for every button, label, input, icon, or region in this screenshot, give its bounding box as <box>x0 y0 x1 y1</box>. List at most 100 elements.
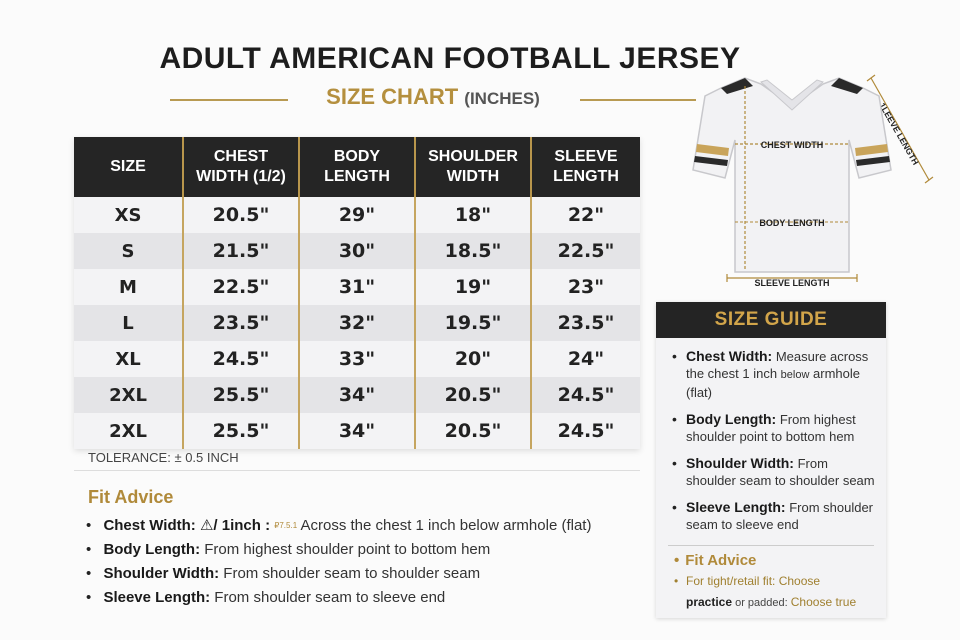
header-label: SHOULDER <box>428 148 518 165</box>
sleeve-cell: 23" <box>531 269 640 305</box>
sleeve-side-arrow <box>870 77 930 181</box>
shoulder-cell: 20.5" <box>415 413 532 449</box>
shoulder-cell: 18.5" <box>415 233 532 269</box>
fit-tiny-note: ₽7.5.1 <box>274 521 298 531</box>
guide-text-end: armhole (flat) <box>686 366 860 400</box>
sleeve-cell: 24.5" <box>531 377 640 413</box>
body-cell: 32" <box>299 305 416 341</box>
sleeve-cell: 22" <box>531 197 640 233</box>
shoulder-stripe-left <box>721 78 753 94</box>
header-label: SIZE <box>110 158 146 175</box>
list-item: Shoulder Width: From shoulder seam to sh… <box>668 455 876 489</box>
list-item: Chest Width: Measure across the chest 1 … <box>668 348 876 401</box>
fit-text: From shoulder seam to shoulder seam <box>219 565 481 582</box>
list-item: Sleeve Length: From shoulder seam to sle… <box>668 499 876 533</box>
fit-text: Across the chest 1 inch below armhole (f… <box>297 517 592 534</box>
guide-label: Shoulder Width: <box>686 455 794 471</box>
table-row: S 21.5" 30" 18.5" 22.5" <box>74 233 640 269</box>
shoulder-cell: 19.5" <box>415 305 532 341</box>
header-label: LENGTH <box>553 168 619 185</box>
column-header-chest: CHEST WIDTH (1/2) <box>183 137 300 197</box>
table-row: XL 24.5" 33" 20" 24" <box>74 341 640 377</box>
subtitle-text: SIZE CHART <box>326 84 459 109</box>
chest-cell: 21.5" <box>183 233 300 269</box>
table-row: XS 20.5" 29" 18" 22" <box>74 197 640 233</box>
guide-divider <box>668 545 874 546</box>
guide-label: Chest Width: <box>686 348 773 364</box>
body-cell: 29" <box>299 197 416 233</box>
sleeve-cell: 22.5" <box>531 233 640 269</box>
subtitle-unit: (INCHES) <box>464 89 540 108</box>
list-item: Sleeve Length: From shoulder seam to sle… <box>86 586 666 610</box>
guide-fit-line1: For tight/retail fit: Choose <box>674 573 886 590</box>
size-guide-list: Chest Width: Measure across the chest 1 … <box>656 348 886 533</box>
body-length-label: BODY LENGTH <box>759 218 824 228</box>
table-row: M 22.5" 31" 19" 23" <box>74 269 640 305</box>
header-label: CHEST <box>213 148 269 165</box>
size-chart-table: SIZE CHEST WIDTH (1/2) BODY LENGTH SHOUL… <box>74 137 640 449</box>
shoulder-cell: 20" <box>415 341 532 377</box>
jersey-illustration: 1LEEVE LENGTH CHEST WIDTH BODY LENGTH SL… <box>692 74 934 288</box>
chest-cell: 25.5" <box>183 377 300 413</box>
fit-advice-list: Chest Width: ⚠/ 1inch : ₽7.5.1 Across th… <box>86 514 666 610</box>
guide-label: Body Length: <box>686 411 777 427</box>
chest-cell: 20.5" <box>183 197 300 233</box>
sleeve-bottom-label: SLEEVE LENGTH <box>754 278 829 288</box>
subtitle: SIZE CHART (INCHES) <box>170 84 696 110</box>
size-cell: S <box>74 233 184 269</box>
chest-cell: 25.5" <box>183 413 300 449</box>
fit-warning-note: ⚠/ 1inch : <box>199 517 271 534</box>
subtitle-row: SIZE CHART (INCHES) <box>170 84 696 114</box>
body-cell: 31" <box>299 269 416 305</box>
header-label: SLEEVE <box>554 148 618 165</box>
fit-text: From shoulder seam to sleeve end <box>210 589 446 606</box>
guide-text: From shoulder seam to shoulder seam <box>686 456 875 488</box>
body-cell: 30" <box>299 233 416 269</box>
guide-text-small: below <box>780 369 810 381</box>
size-cell: 2XL <box>74 413 184 449</box>
list-item: Body Length: From highest shoulder point… <box>86 538 666 562</box>
size-guide-title: SIZE GUIDE <box>656 302 886 338</box>
chest-cell: 22.5" <box>183 269 300 305</box>
column-header-sleeve: SLEEVE LENGTH <box>531 137 640 197</box>
guide-fit-bold: practice <box>686 595 733 609</box>
list-item: Shoulder Width: From shoulder seam to sh… <box>86 562 666 586</box>
chest-cell: 24.5" <box>183 341 300 377</box>
chest-cell: 23.5" <box>183 305 300 341</box>
fit-label: Body Length: <box>103 541 201 558</box>
guide-text: From shoulder seam to sleeve end <box>686 500 874 532</box>
header-label: LENGTH <box>324 168 390 185</box>
page-title: ADULT AMERICAN FOOTBALL JERSEY <box>159 42 741 75</box>
guide-fit-line2: practice or padded: Choose true <box>686 594 886 612</box>
tolerance-note: TOLERANCE: ± 0.5 INCH <box>88 450 239 465</box>
size-cell: XL <box>74 341 184 377</box>
body-cell: 33" <box>299 341 416 377</box>
shoulder-cell: 19" <box>415 269 532 305</box>
size-cell: 2XL <box>74 377 184 413</box>
header-label: WIDTH <box>446 168 500 185</box>
list-item: Chest Width: ⚠/ 1inch : ₽7.5.1 Across th… <box>86 514 666 538</box>
section-divider <box>74 470 640 471</box>
fit-text: From highest shoulder point to bottom he… <box>200 541 491 558</box>
table-row: L 23.5" 32" 19.5" 23.5" <box>74 305 640 341</box>
size-guide-panel: SIZE GUIDE Chest Width: Measure across t… <box>656 302 886 618</box>
shoulder-cell: 20.5" <box>415 377 532 413</box>
column-header-shoulder: SHOULDER WIDTH <box>415 137 532 197</box>
sleeve-cell: 24.5" <box>531 413 640 449</box>
body-cell: 34" <box>299 413 416 449</box>
shoulder-cell: 18" <box>415 197 532 233</box>
sleeve-cell: 23.5" <box>531 305 640 341</box>
subtitle-divider-left <box>170 99 288 101</box>
fit-label: Shoulder Width: <box>103 565 220 582</box>
header-label: WIDTH (1/2) <box>196 168 286 185</box>
list-item: Body Length: From highest shoulder point… <box>668 411 876 445</box>
guide-text: Measure across the chest 1 inch <box>686 349 869 381</box>
guide-label: Sleeve Length: <box>686 499 786 515</box>
header-label: BODY <box>333 148 381 165</box>
subtitle-divider-right <box>580 99 696 101</box>
shoulder-stripe-right <box>831 78 863 94</box>
chest-width-label: CHEST WIDTH <box>761 140 824 150</box>
column-header-body: BODY LENGTH <box>299 137 416 197</box>
fit-advice-title: Fit Advice <box>88 487 174 507</box>
sleeve-cell: 24" <box>531 341 640 377</box>
